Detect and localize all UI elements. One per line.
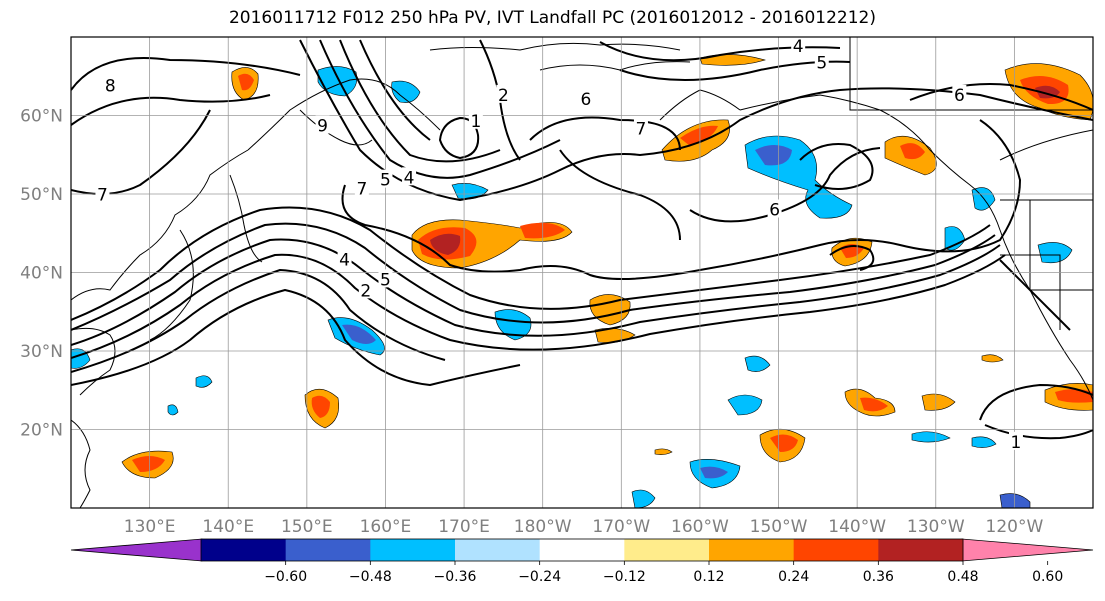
contour-label-halo xyxy=(578,88,593,107)
negative-anomaly-patch xyxy=(167,404,179,416)
map-title: 2016011712 F012 250 hPa PV, IVT Landfall… xyxy=(228,8,876,28)
colorbar-tick-label: −0.60 xyxy=(264,569,307,585)
colorbar-frame xyxy=(200,538,964,562)
contour-label: 5 xyxy=(816,54,827,74)
colorbar-tick-label: 0.12 xyxy=(693,569,724,585)
lat-tick-label: 40°N xyxy=(20,264,63,284)
contour-label-halo xyxy=(952,84,967,103)
contour-label-halo xyxy=(791,37,806,55)
contour-label-halo xyxy=(767,199,782,218)
negative-anomaly-patch xyxy=(911,431,951,443)
colorbar-tick-label: −0.36 xyxy=(434,569,477,585)
positive-anomaly-patch xyxy=(981,354,1004,363)
negative-anomaly-patch xyxy=(999,493,1031,508)
contour-label: 6 xyxy=(769,200,780,220)
contour-label: 2 xyxy=(498,86,509,106)
negative-anomaly-patch xyxy=(195,375,213,388)
negative-anomaly-patch xyxy=(971,436,997,448)
colorbar-tick-label: −0.48 xyxy=(349,569,392,585)
colorbar-bin xyxy=(878,539,964,561)
contour-label: 1 xyxy=(1011,433,1022,453)
colorbar-tick-label: 0.24 xyxy=(778,569,809,585)
contour-label-halo xyxy=(496,84,511,103)
lat-tick-label: 50°N xyxy=(20,185,63,205)
longitude-labels: 130°E 140°E 150°E 160°E 170°E 180°W 170°W 160°W… xyxy=(124,517,1044,537)
contour-label-halo xyxy=(814,52,829,71)
contour-label: 7 xyxy=(356,179,367,199)
contour-label-halo xyxy=(378,269,393,288)
contour-label: 4 xyxy=(339,251,350,271)
lon-tick-label: 170°E xyxy=(438,517,490,537)
lon-tick-label: 130°W xyxy=(907,517,965,537)
contour-label: 2 xyxy=(360,281,371,301)
negative-anomaly-patch xyxy=(391,80,421,103)
contour-label: 7 xyxy=(97,186,108,206)
colorbar-bin xyxy=(709,539,795,561)
contour-label: 7 xyxy=(636,120,647,140)
contour-label: 5 xyxy=(380,171,391,191)
contour-label-halo xyxy=(633,118,648,137)
colorbar-bin xyxy=(624,539,710,561)
colorbar-tick-label: −0.24 xyxy=(518,569,561,585)
contour-label-halo xyxy=(103,75,118,94)
gridlines xyxy=(71,37,1093,508)
lon-tick-label: 170°W xyxy=(592,517,650,537)
positive-anomaly-patch xyxy=(921,393,956,411)
contour-label-halo xyxy=(378,169,393,188)
colorbar-tick-label: 0.48 xyxy=(947,569,978,585)
colorbar-bin xyxy=(455,539,541,561)
contour-label-halo xyxy=(1008,431,1023,450)
contour-label-halo xyxy=(358,280,373,299)
contour-label-halo xyxy=(315,115,330,134)
colorbar-bin xyxy=(201,539,287,561)
contour-label-halo xyxy=(468,110,483,129)
pc-shading xyxy=(71,54,1093,508)
contour-label: 6 xyxy=(581,90,592,110)
colorbar-bin xyxy=(285,539,371,561)
map-frame xyxy=(70,36,1094,509)
negative-anomaly-patch xyxy=(1037,242,1073,264)
colorbar-tick-label: 0.36 xyxy=(863,569,894,585)
contour-label: 5 xyxy=(380,270,391,290)
contour-label: 4 xyxy=(404,168,415,188)
contour-label: 6 xyxy=(954,86,965,106)
contour-label-halo xyxy=(402,167,417,186)
lon-tick-label: 140°W xyxy=(828,517,886,537)
colorbar-extend-low xyxy=(70,538,203,562)
lon-tick-label: 150°E xyxy=(281,517,333,537)
colorbar-extend-high xyxy=(961,538,1094,562)
lon-tick-label: 150°W xyxy=(750,517,808,537)
lon-tick-label: 130°E xyxy=(124,517,176,537)
latitude-labels: 60°N 50°N 40°N 30°N 20°N xyxy=(20,107,63,441)
contour-label: 4 xyxy=(793,37,804,57)
lon-tick-label: 160°E xyxy=(360,517,412,537)
colorbar-tick-label: 0.60 xyxy=(1032,569,1063,585)
negative-anomaly-patch xyxy=(744,355,771,372)
lat-tick-label: 60°N xyxy=(20,107,63,127)
lat-tick-label: 30°N xyxy=(20,342,63,362)
colorbar-bin xyxy=(370,539,456,561)
colorbar: −0.60 −0.48 −0.36 −0.24 −0.12 0.12 0.24 0.36 0.4… xyxy=(70,538,1094,585)
lon-tick-label: 120°W xyxy=(986,517,1044,537)
negative-anomaly-patch xyxy=(727,394,763,416)
contour-label: 8 xyxy=(105,76,116,96)
contour-label-halo xyxy=(337,249,352,268)
lat-tick-label: 20°N xyxy=(20,421,63,441)
contour-label: 9 xyxy=(317,116,328,136)
colorbar-bin xyxy=(793,539,879,561)
lon-tick-label: 140°E xyxy=(202,517,254,537)
colorbar-tick-label: −0.12 xyxy=(603,569,646,585)
contour-label-halo xyxy=(354,178,369,197)
lon-tick-label: 160°W xyxy=(671,517,729,537)
negative-anomaly-patch xyxy=(494,309,532,341)
lon-tick-label: 180°W xyxy=(514,517,572,537)
colorbar-bin xyxy=(539,539,625,561)
positive-anomaly-patch xyxy=(654,448,673,455)
contour-label-halo xyxy=(95,184,110,203)
contour-label: 1 xyxy=(470,112,481,132)
